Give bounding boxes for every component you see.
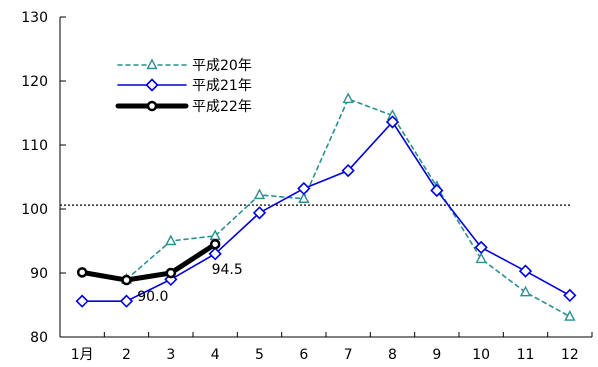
diamond-marker: [252, 206, 267, 220]
legend-label: 平成22年: [192, 99, 252, 115]
diamond-marker: [341, 163, 355, 178]
x-tick-label: 9: [432, 347, 441, 363]
circle-marker: [146, 100, 158, 112]
y-tick-label: 110: [21, 138, 48, 154]
x-tick-label: 10: [472, 347, 490, 363]
legend-label: 平成21年: [192, 78, 252, 94]
x-tick-label: 8: [388, 347, 397, 363]
triangle-marker: [146, 58, 158, 70]
x-tick-label: 11: [517, 347, 535, 363]
data-label: 94.5: [212, 262, 243, 278]
circle-marker: [121, 274, 132, 286]
series-lines: [79, 98, 571, 318]
triangle-marker: [253, 188, 266, 200]
y-tick-label: 120: [21, 74, 48, 90]
diamond-marker: [297, 181, 311, 196]
x-tick-label: 5: [255, 347, 264, 363]
legend-label: 平成20年: [192, 58, 252, 74]
circle-marker: [165, 267, 177, 279]
triangle-marker: [165, 234, 177, 246]
diamond-marker: [208, 247, 222, 261]
diamond-marker: [563, 288, 577, 303]
diamond-marker: [430, 183, 444, 198]
triangle-marker: [475, 252, 487, 264]
diamond-marker: [518, 264, 533, 278]
circle-marker: [209, 238, 221, 250]
x-tick-label: 1月: [71, 347, 94, 363]
diamond-marker: [145, 78, 159, 92]
data-label: 90.0: [137, 289, 168, 305]
circle-marker: [76, 267, 88, 278]
x-tick-label: 6: [299, 347, 308, 363]
annotations: 94.5 90.0: [137, 262, 243, 305]
diamond-marker: [75, 294, 89, 308]
y-tick-label: 90: [30, 266, 48, 282]
x-tick-label: 7: [344, 347, 353, 363]
triangle-marker: [519, 285, 532, 297]
x-tick-label: 3: [166, 347, 175, 363]
series-line: [81, 121, 571, 302]
triangle-marker: [342, 92, 354, 104]
y-tick-label: 100: [21, 202, 48, 218]
chart-axes: 80 90 100 110 120 130 1月 2 3 4 5 6 7 8 9 10 11 12: [21, 10, 593, 363]
x-tick-label: 2: [122, 347, 131, 363]
series-line: [79, 241, 218, 283]
triangle-marker: [564, 310, 576, 321]
diamond-marker: [474, 240, 488, 255]
diamond-marker: [385, 115, 400, 129]
diamond-marker: [119, 294, 134, 308]
triangle-marker: [298, 192, 310, 203]
series-line: [125, 98, 571, 318]
y-tick-label: 130: [21, 10, 48, 26]
series-markers: [75, 92, 577, 321]
x-tick-label: 4: [211, 347, 220, 363]
x-tick-label: 12: [561, 347, 579, 363]
y-tick-label: 80: [30, 330, 48, 346]
